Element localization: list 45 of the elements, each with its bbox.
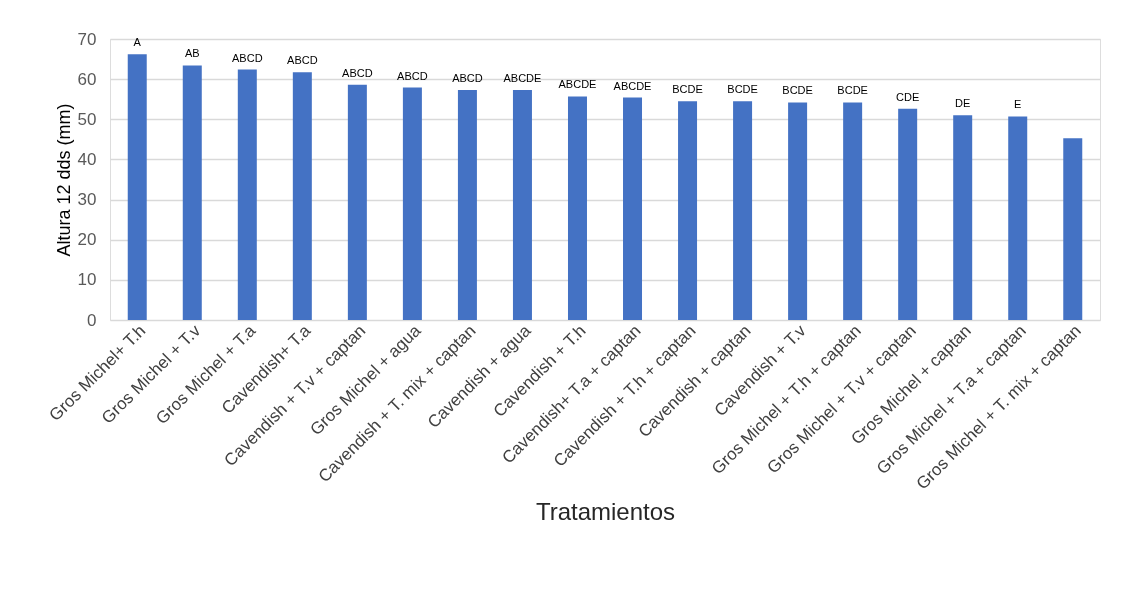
bar bbox=[292, 72, 312, 320]
data-label: ABCD bbox=[232, 51, 263, 64]
bar bbox=[843, 102, 863, 320]
y-tick-label: 10 bbox=[77, 270, 97, 290]
data-label: ABCD bbox=[287, 54, 318, 67]
bar bbox=[733, 101, 753, 320]
y-tick-label: 0 bbox=[87, 310, 97, 330]
bar bbox=[953, 115, 973, 320]
data-label: BCDE bbox=[672, 83, 703, 96]
y-tick-label: 40 bbox=[77, 149, 97, 169]
y-tick-label: 60 bbox=[77, 69, 97, 89]
data-label: BCDE bbox=[837, 84, 868, 97]
data-label: BCDE bbox=[782, 84, 813, 97]
bar bbox=[182, 65, 202, 320]
bar bbox=[402, 87, 422, 320]
y-tick-label: 70 bbox=[77, 29, 97, 49]
y-axis-title: Altura 12 dds (mm) bbox=[53, 103, 74, 257]
bar bbox=[898, 108, 918, 320]
data-label: A bbox=[133, 36, 142, 49]
data-label: ABCD bbox=[452, 71, 483, 84]
data-label: ABCD bbox=[397, 69, 428, 82]
data-label: ABCD bbox=[342, 66, 373, 79]
data-label: AB bbox=[184, 47, 200, 60]
data-label: DE bbox=[955, 97, 971, 110]
data-label: ABCDE bbox=[503, 71, 542, 84]
y-tick-label: 20 bbox=[77, 230, 97, 250]
data-label: ABCDE bbox=[558, 78, 597, 91]
bar bbox=[237, 69, 257, 320]
bar bbox=[457, 89, 477, 320]
data-label: E bbox=[1014, 98, 1022, 111]
bar bbox=[512, 89, 532, 320]
data-label: CDE bbox=[896, 90, 920, 103]
bar bbox=[567, 96, 587, 320]
bar bbox=[127, 54, 147, 320]
bar bbox=[623, 97, 643, 320]
data-label: ABCDE bbox=[613, 79, 652, 92]
bar bbox=[1063, 138, 1083, 320]
data-label: BCDE bbox=[727, 83, 758, 96]
bar bbox=[1008, 116, 1028, 320]
x-axis-title: Tratamientos bbox=[535, 497, 676, 525]
y-tick-label: 50 bbox=[77, 109, 97, 129]
bar bbox=[347, 84, 367, 320]
y-tick-label: 30 bbox=[77, 190, 97, 210]
bar bbox=[678, 101, 698, 320]
bar bbox=[788, 102, 808, 320]
